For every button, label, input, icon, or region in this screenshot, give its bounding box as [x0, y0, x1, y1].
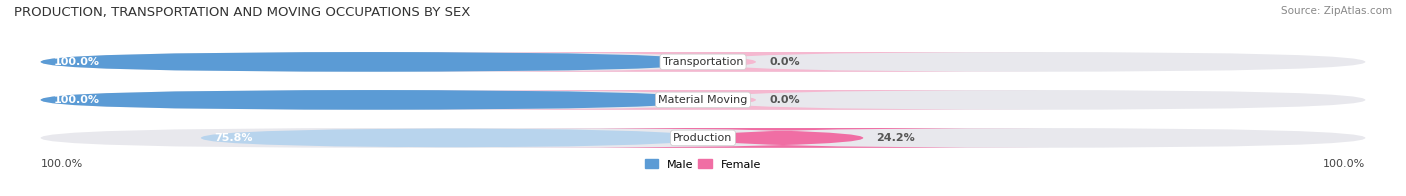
Text: Source: ZipAtlas.com: Source: ZipAtlas.com: [1281, 6, 1392, 16]
Text: 75.8%: 75.8%: [214, 133, 253, 143]
FancyBboxPatch shape: [41, 128, 1365, 148]
Text: 100.0%: 100.0%: [53, 95, 100, 105]
FancyBboxPatch shape: [412, 52, 1047, 72]
Text: 0.0%: 0.0%: [769, 95, 800, 105]
Text: 100.0%: 100.0%: [41, 159, 83, 169]
Text: 0.0%: 0.0%: [769, 57, 800, 67]
FancyBboxPatch shape: [41, 52, 1365, 72]
FancyBboxPatch shape: [519, 128, 1047, 148]
Legend: Male, Female: Male, Female: [641, 155, 765, 174]
Text: Material Moving: Material Moving: [658, 95, 748, 105]
Text: 24.2%: 24.2%: [876, 133, 915, 143]
FancyBboxPatch shape: [41, 90, 1365, 110]
FancyBboxPatch shape: [41, 52, 703, 72]
FancyBboxPatch shape: [41, 90, 703, 110]
Text: 100.0%: 100.0%: [1323, 159, 1365, 169]
FancyBboxPatch shape: [412, 90, 1047, 110]
Text: Transportation: Transportation: [662, 57, 744, 67]
Text: 100.0%: 100.0%: [53, 57, 100, 67]
Text: Production: Production: [673, 133, 733, 143]
Text: PRODUCTION, TRANSPORTATION AND MOVING OCCUPATIONS BY SEX: PRODUCTION, TRANSPORTATION AND MOVING OC…: [14, 6, 471, 19]
FancyBboxPatch shape: [201, 128, 703, 148]
